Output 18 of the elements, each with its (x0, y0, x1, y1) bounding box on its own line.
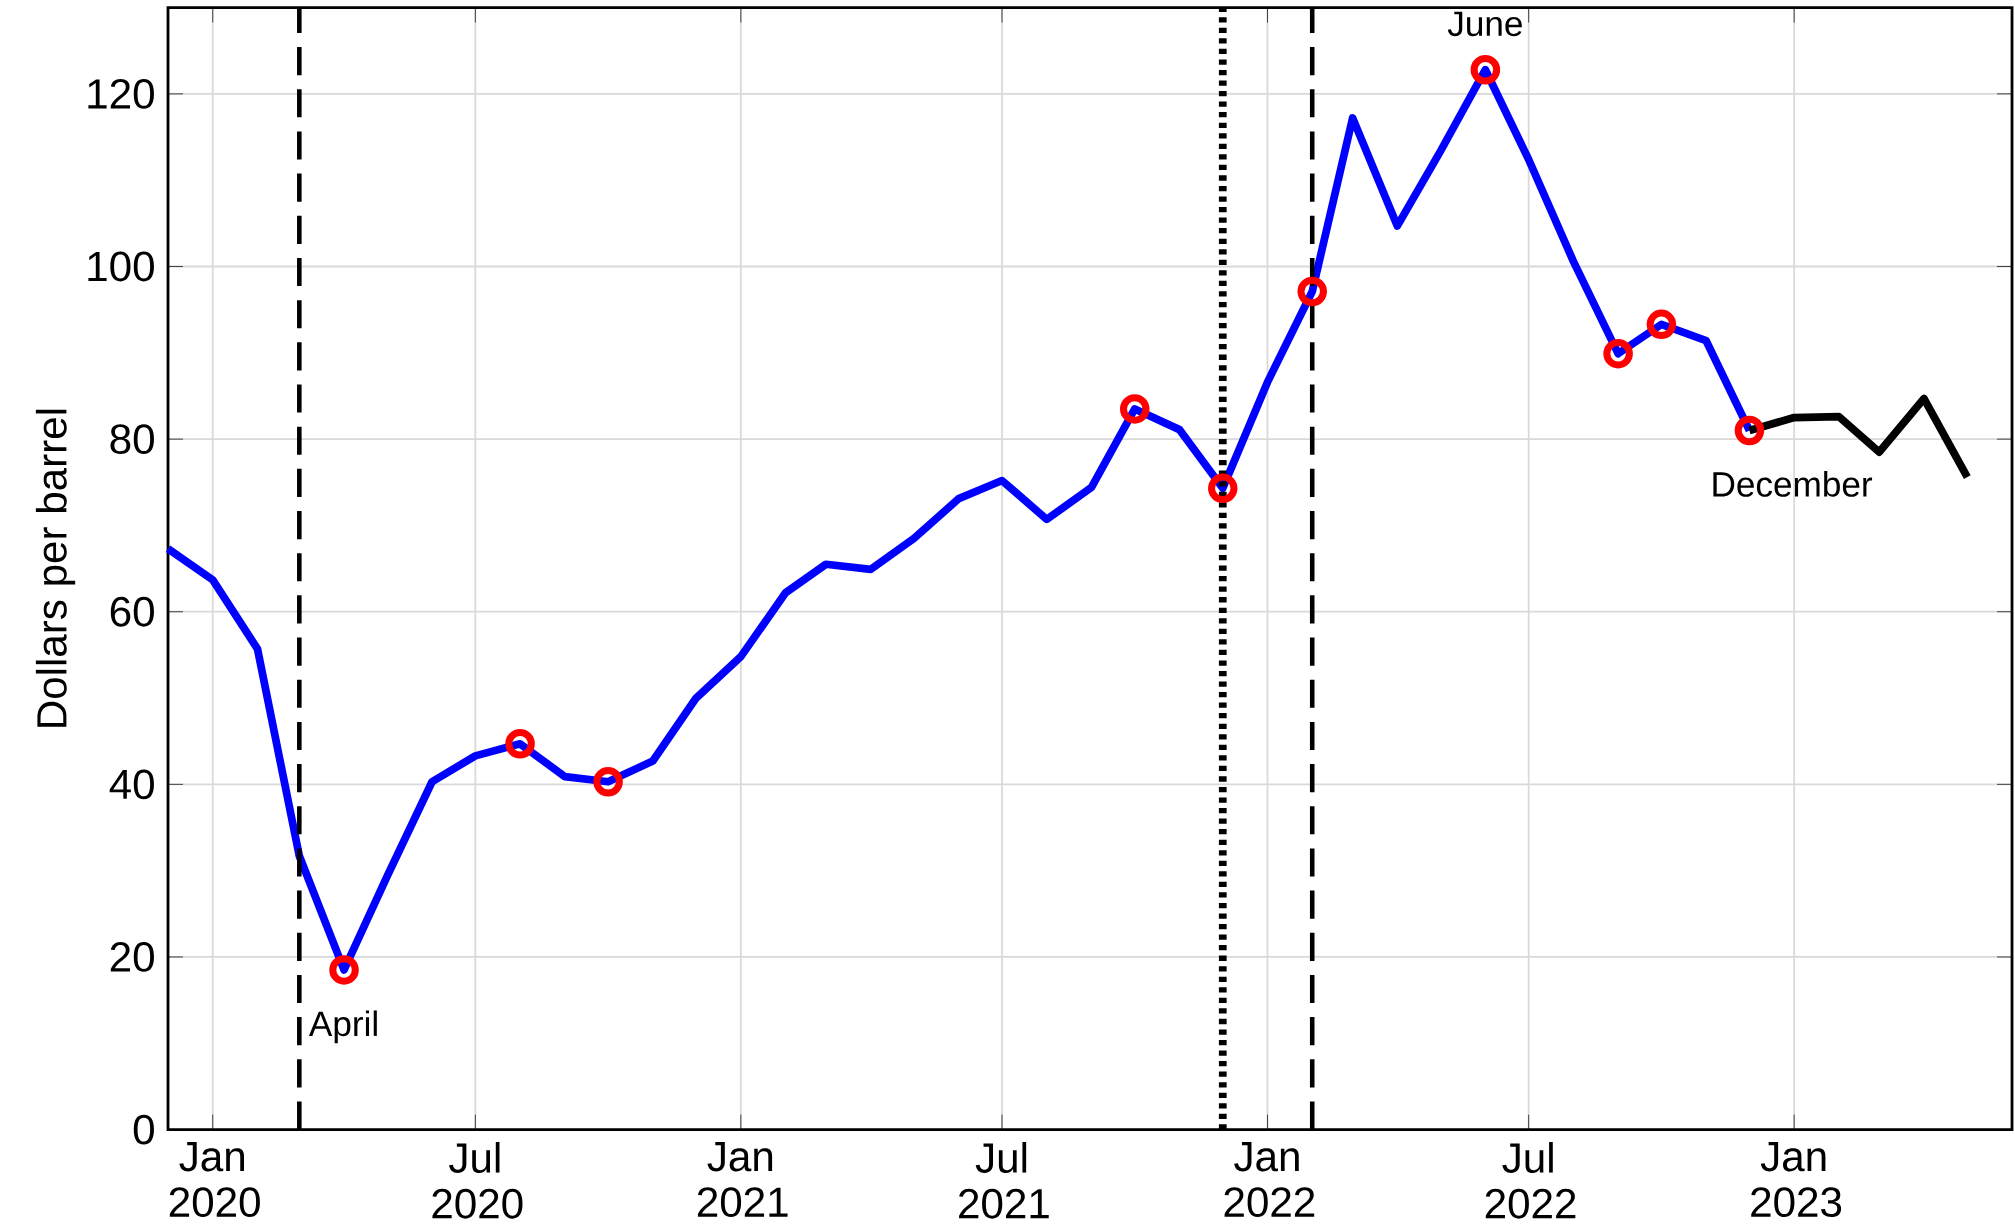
annotation: April (308, 1010, 377, 1043)
x-tick-label: Jan 2020 (169, 1141, 260, 1217)
x-tick-label: Jan 2022 (1224, 1141, 1315, 1217)
y-tick-label: 120 (88, 78, 154, 109)
x-tick-label: Jan 2021 (697, 1141, 788, 1217)
annotation: June (1447, 11, 1522, 37)
x-tick-label: Jul 2020 (432, 1141, 523, 1219)
y-tick-label: 60 (110, 596, 154, 627)
y-tick-label: 0 (133, 1114, 154, 1145)
x-tick-label: Jan 2023 (1751, 1141, 1842, 1217)
y-tick-label: 40 (109, 769, 154, 800)
annotation: December (1713, 470, 1873, 497)
y-tick-label: 80 (110, 424, 154, 454)
y-tick-label: 20 (110, 941, 154, 972)
x-tick-label: Jul 2021 (959, 1141, 1049, 1219)
y-axis-title: Dollars per barrel (35, 409, 76, 727)
y-tick-label: 100 (88, 251, 154, 282)
x-tick-label: Jul 2022 (1485, 1141, 1576, 1219)
